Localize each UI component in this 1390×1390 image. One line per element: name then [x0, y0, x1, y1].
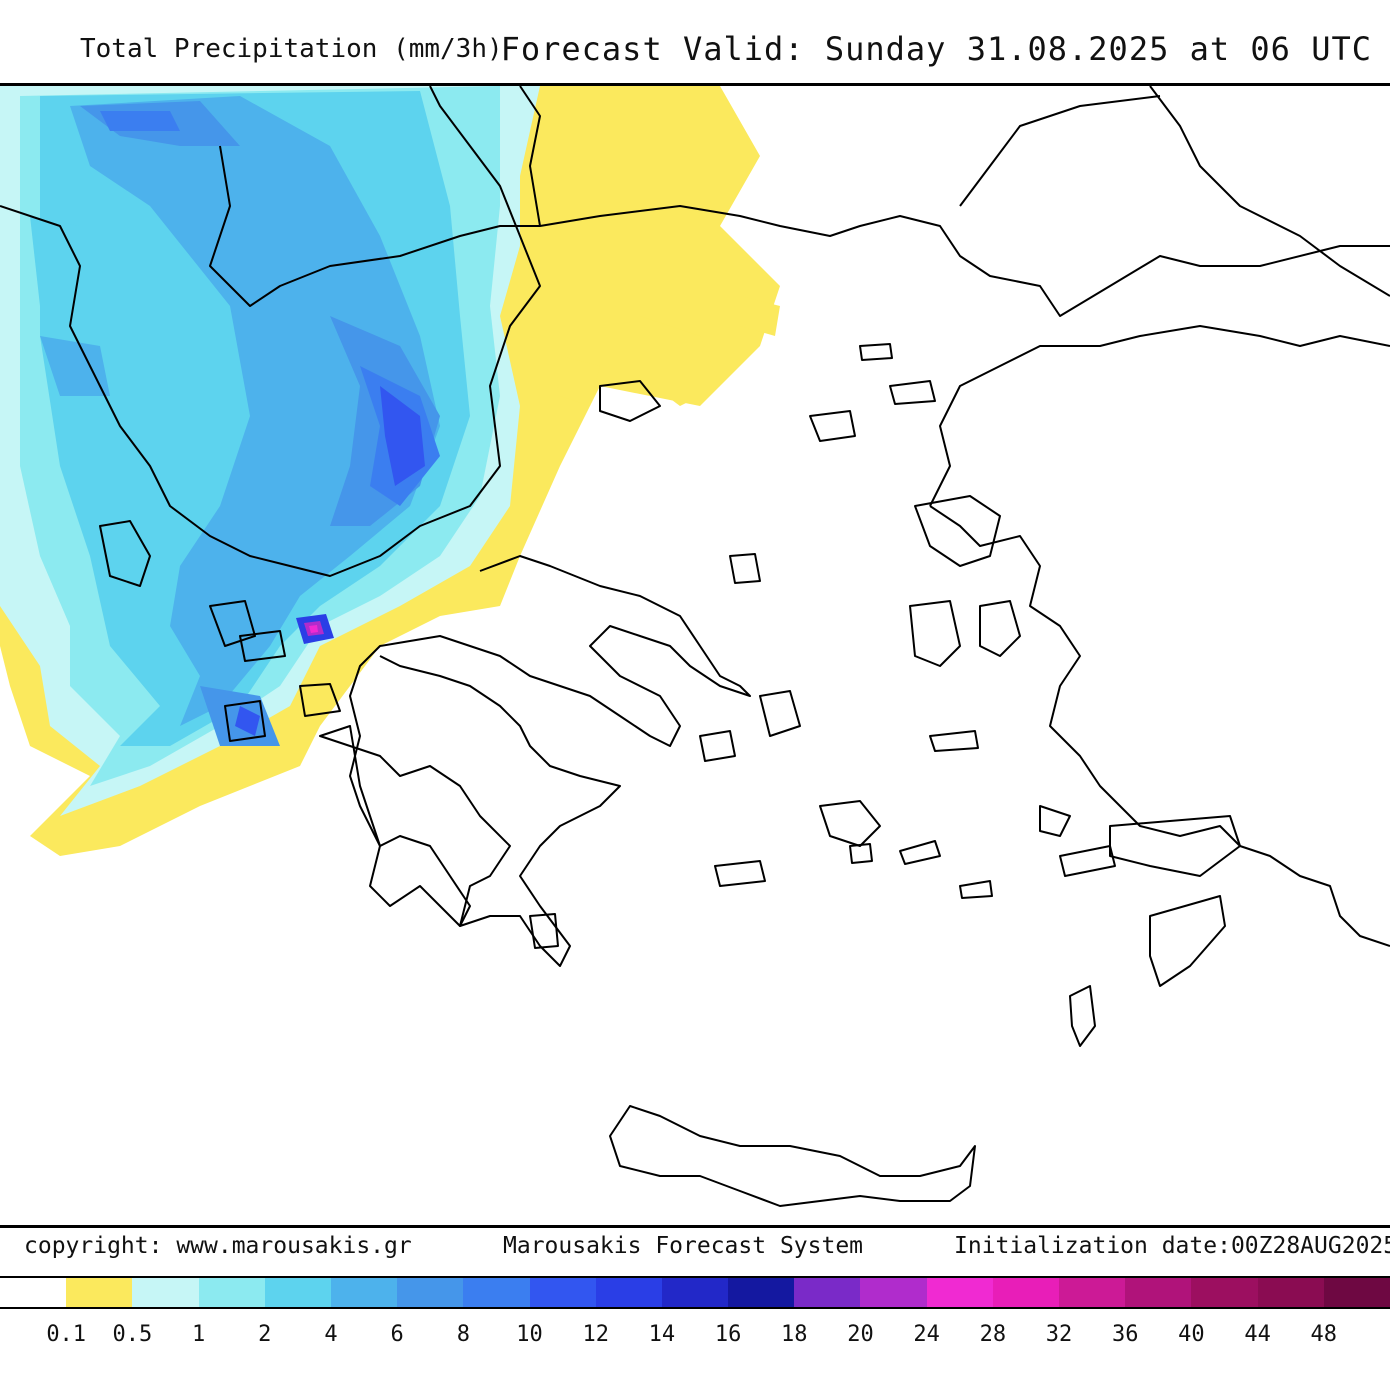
precip-layer-blue12	[235, 386, 425, 736]
scale-tick-label: 6	[390, 1322, 404, 1347]
color-swatch	[1257, 1278, 1324, 1307]
precip-layer-peak	[296, 614, 334, 644]
color-swatch	[992, 1278, 1059, 1307]
color-swatch	[1059, 1278, 1126, 1307]
scale-tick-label: 16	[714, 1322, 742, 1347]
color-swatch	[860, 1278, 927, 1307]
scale-tick-label: 4	[324, 1322, 338, 1347]
color-swatch	[926, 1278, 993, 1307]
forecast-valid-time: Forecast Valid: Sunday 31.08.2025 at 06 …	[500, 30, 1372, 68]
scale-tick-label: 40	[1178, 1322, 1205, 1347]
scale-tick-label: 28	[979, 1322, 1007, 1347]
precipitation-map	[0, 83, 1390, 1228]
scale-tick-label: 48	[1310, 1322, 1338, 1347]
copyright-text: copyright: www.marousakis.gr	[24, 1233, 412, 1259]
scale-tick-label: 18	[781, 1322, 808, 1347]
color-swatch	[728, 1278, 795, 1307]
scale-tick-label: 0.5	[112, 1322, 153, 1347]
color-swatch	[264, 1278, 331, 1307]
color-swatch	[595, 1278, 662, 1307]
coastlines	[0, 86, 1390, 1207]
forecast-system-name: Marousakis Forecast System	[503, 1233, 864, 1259]
color-swatch	[0, 1278, 67, 1307]
scale-tick-label: 32	[1045, 1322, 1073, 1347]
color-swatch	[330, 1278, 398, 1307]
color-swatch	[661, 1278, 729, 1307]
color-swatch	[463, 1278, 530, 1307]
scale-tick-label: 20	[847, 1322, 874, 1347]
color-scale-labels: 0.1 0.5 1 2 4 6 8 10 12 14 16 18 20 24 28 32 36 40 44 48	[0, 1322, 1390, 1352]
color-swatch	[1191, 1278, 1258, 1307]
scale-tick-label: 8	[456, 1322, 470, 1347]
color-swatch	[529, 1278, 596, 1307]
scale-tick-label: 44	[1244, 1322, 1271, 1347]
scale-tick-label: 0.1	[46, 1322, 87, 1347]
initialization-date: Initialization date:00Z28AUG2025	[954, 1233, 1390, 1259]
color-swatch	[198, 1278, 265, 1307]
map-canvas	[0, 86, 1390, 1207]
scale-tick-label: 10	[516, 1322, 543, 1347]
color-swatch	[1125, 1278, 1192, 1307]
scale-tick-label: 24	[913, 1322, 940, 1347]
scale-tick-label: 2	[258, 1322, 272, 1347]
color-swatch	[1323, 1278, 1390, 1307]
color-swatch	[794, 1278, 861, 1307]
scale-tick-label: 36	[1111, 1322, 1139, 1347]
scale-tick-label: 14	[648, 1322, 676, 1347]
color-swatch	[66, 1278, 133, 1307]
color-swatch	[132, 1278, 199, 1307]
color-scale-bar	[0, 1276, 1390, 1309]
map-title: Total Precipitation (mm/3h)	[80, 34, 503, 64]
scale-tick-label: 12	[582, 1322, 609, 1347]
color-swatch	[397, 1278, 464, 1307]
precip-layer-blue6	[40, 96, 440, 726]
scale-tick-label: 1	[191, 1322, 206, 1347]
